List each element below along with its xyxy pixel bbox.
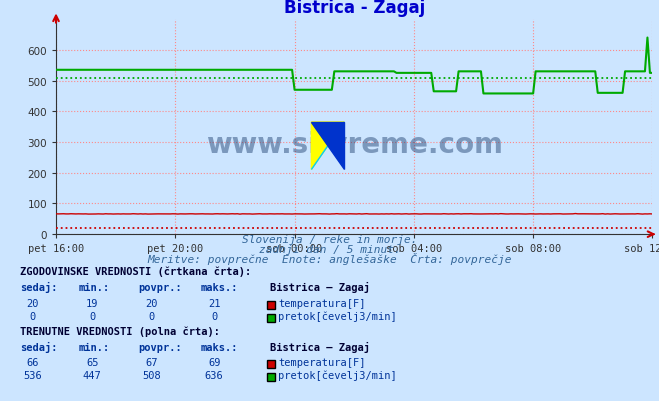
Text: maks.:: maks.: <box>201 283 239 293</box>
Text: 0: 0 <box>148 311 155 321</box>
Text: 65: 65 <box>86 357 98 367</box>
Text: 69: 69 <box>208 357 220 367</box>
Text: maks.:: maks.: <box>201 342 239 352</box>
Text: sedaj:: sedaj: <box>20 282 57 293</box>
Text: 447: 447 <box>83 370 101 380</box>
Text: povpr.:: povpr.: <box>138 342 182 352</box>
Text: 0: 0 <box>89 311 96 321</box>
Text: 19: 19 <box>86 298 98 308</box>
Text: www.si-vreme.com: www.si-vreme.com <box>206 130 503 158</box>
Text: povpr.:: povpr.: <box>138 283 182 293</box>
Text: TRENUTNE VREDNOSTI (polna črta):: TRENUTNE VREDNOSTI (polna črta): <box>20 326 219 336</box>
Text: 0: 0 <box>30 311 36 321</box>
Title: Bistrica - Zagaj: Bistrica - Zagaj <box>283 0 425 17</box>
Text: min.:: min.: <box>79 342 110 352</box>
Text: 66: 66 <box>27 357 39 367</box>
Text: zadnji dan / 5 minut.: zadnji dan / 5 minut. <box>258 245 401 255</box>
Text: 508: 508 <box>142 370 161 380</box>
Text: 67: 67 <box>146 357 158 367</box>
Text: pretok[čevelj3/min]: pretok[čevelj3/min] <box>278 311 397 321</box>
Text: 20: 20 <box>146 298 158 308</box>
Text: Slovenija / reke in morje.: Slovenija / reke in morje. <box>242 235 417 245</box>
Text: 536: 536 <box>24 370 42 380</box>
Text: Bistrica – Zagaj: Bistrica – Zagaj <box>270 282 370 293</box>
Text: temperatura[F]: temperatura[F] <box>278 357 366 367</box>
Polygon shape <box>311 123 344 170</box>
Polygon shape <box>311 123 344 170</box>
Text: 0: 0 <box>211 311 217 321</box>
Text: sedaj:: sedaj: <box>20 341 57 352</box>
Polygon shape <box>311 123 344 170</box>
Text: ZGODOVINSKE VREDNOSTI (črtkana črta):: ZGODOVINSKE VREDNOSTI (črtkana črta): <box>20 266 251 277</box>
Text: pretok[čevelj3/min]: pretok[čevelj3/min] <box>278 370 397 380</box>
Text: 636: 636 <box>205 370 223 380</box>
Text: Bistrica – Zagaj: Bistrica – Zagaj <box>270 341 370 352</box>
Text: temperatura[F]: temperatura[F] <box>278 298 366 308</box>
Text: 20: 20 <box>27 298 39 308</box>
Text: 21: 21 <box>208 298 220 308</box>
Text: min.:: min.: <box>79 283 110 293</box>
Text: Meritve: povprečne  Enote: anglešaške  Črta: povprečje: Meritve: povprečne Enote: anglešaške Črt… <box>147 253 512 265</box>
